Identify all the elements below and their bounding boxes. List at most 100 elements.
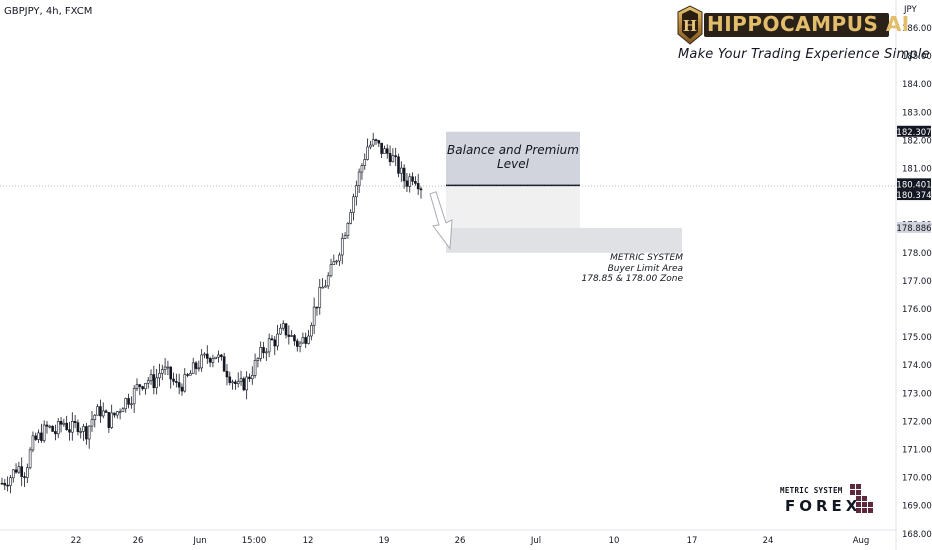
candle bbox=[203, 352, 206, 359]
price-tick-label: 171.000 bbox=[902, 446, 932, 456]
candle bbox=[146, 377, 150, 389]
price-tick-label: 184.000 bbox=[902, 80, 932, 90]
candle bbox=[163, 358, 167, 376]
price-tick-label: 174.000 bbox=[902, 361, 932, 371]
candle bbox=[11, 469, 15, 483]
candle bbox=[17, 461, 21, 474]
candle bbox=[51, 425, 54, 432]
time-tick-label: Aug bbox=[853, 536, 870, 546]
svg-text:H: H bbox=[683, 17, 697, 35]
candle bbox=[253, 353, 257, 379]
candle bbox=[416, 173, 420, 196]
candle bbox=[346, 221, 350, 239]
candle bbox=[414, 176, 417, 186]
candle bbox=[231, 379, 234, 390]
candle bbox=[338, 252, 341, 266]
price-tag: 182.307 bbox=[896, 125, 932, 138]
candle bbox=[262, 341, 265, 359]
candle bbox=[107, 412, 111, 433]
candle bbox=[250, 366, 254, 385]
price-axis: 186.000 185.000 184.000 183.000 182.000 181.0… bbox=[902, 24, 932, 540]
price-tick-label: 183.000 bbox=[902, 108, 932, 118]
candle bbox=[391, 148, 395, 163]
candle bbox=[408, 173, 412, 193]
candle bbox=[225, 364, 229, 386]
candle bbox=[194, 361, 198, 376]
candle bbox=[73, 415, 77, 429]
time-tick-label: 17 bbox=[687, 536, 698, 546]
time-tick-label: 22 bbox=[71, 536, 82, 546]
candle bbox=[42, 420, 46, 443]
candle bbox=[312, 297, 316, 334]
candle bbox=[265, 348, 268, 361]
candle bbox=[124, 397, 128, 413]
brand-logo: H HIPPOCAMPUS AI bbox=[675, 4, 909, 46]
time-tick-label: 12 bbox=[303, 536, 314, 546]
candle bbox=[113, 412, 116, 418]
buyer-limit-zone[interactable] bbox=[446, 227, 682, 253]
candle bbox=[228, 371, 232, 386]
price-tag-label: 180.374 bbox=[896, 191, 931, 201]
candle bbox=[68, 422, 71, 441]
candle bbox=[158, 363, 161, 387]
candle bbox=[90, 411, 94, 432]
time-tick-label: 10 bbox=[609, 536, 620, 546]
candle bbox=[0, 477, 4, 485]
candle bbox=[366, 138, 369, 161]
candle bbox=[411, 172, 414, 186]
candle bbox=[281, 320, 285, 331]
candle bbox=[236, 372, 240, 388]
candle bbox=[324, 279, 327, 288]
candle bbox=[220, 353, 223, 361]
candle bbox=[276, 324, 279, 351]
candle bbox=[295, 338, 299, 352]
candle bbox=[87, 425, 91, 449]
candle bbox=[160, 364, 164, 381]
price-tick-label: 176.000 bbox=[902, 305, 932, 315]
candle bbox=[208, 356, 212, 368]
candle bbox=[205, 345, 209, 364]
candle bbox=[400, 161, 403, 182]
candle bbox=[329, 258, 333, 278]
candle bbox=[6, 476, 9, 492]
metric-system-logo-line2: FOREX bbox=[785, 497, 862, 515]
candle bbox=[256, 357, 260, 368]
candle bbox=[383, 145, 386, 154]
candle bbox=[118, 408, 122, 420]
candle bbox=[93, 414, 97, 428]
candle bbox=[76, 419, 80, 436]
candle bbox=[242, 376, 246, 392]
candle bbox=[287, 325, 291, 345]
price-tick-label: 185.000 bbox=[902, 52, 932, 62]
candle bbox=[357, 168, 361, 193]
candle bbox=[34, 432, 38, 442]
candle bbox=[183, 368, 187, 393]
candle bbox=[23, 472, 26, 487]
price-tick-label: 173.000 bbox=[902, 389, 932, 399]
time-tick-label: 15:00 bbox=[242, 536, 267, 546]
buyer-zone-note-line1: METRIC SYSTEM bbox=[610, 253, 683, 263]
price-tick-label: 181.000 bbox=[902, 165, 932, 175]
candle bbox=[245, 371, 248, 400]
candle bbox=[304, 332, 308, 349]
price-tag: 180.401 bbox=[896, 178, 932, 190]
price-tick-label: 170.000 bbox=[902, 474, 932, 484]
price-tick-label: 177.000 bbox=[902, 277, 932, 287]
candle bbox=[197, 360, 201, 372]
candle bbox=[101, 402, 105, 419]
candle bbox=[273, 336, 277, 356]
candle bbox=[115, 411, 119, 419]
premium-zone-label-line2: Level bbox=[497, 157, 529, 171]
candle bbox=[394, 147, 397, 166]
candle bbox=[402, 164, 406, 189]
premium-zone[interactable] bbox=[446, 131, 580, 186]
stair-blocks-icon bbox=[850, 484, 873, 513]
candle bbox=[172, 372, 175, 386]
symbol-title[interactable]: GBPJPY, 4h, FXCM bbox=[4, 6, 93, 17]
candle bbox=[355, 180, 358, 206]
candle bbox=[326, 272, 330, 289]
candle bbox=[180, 383, 184, 396]
candle bbox=[340, 233, 344, 265]
